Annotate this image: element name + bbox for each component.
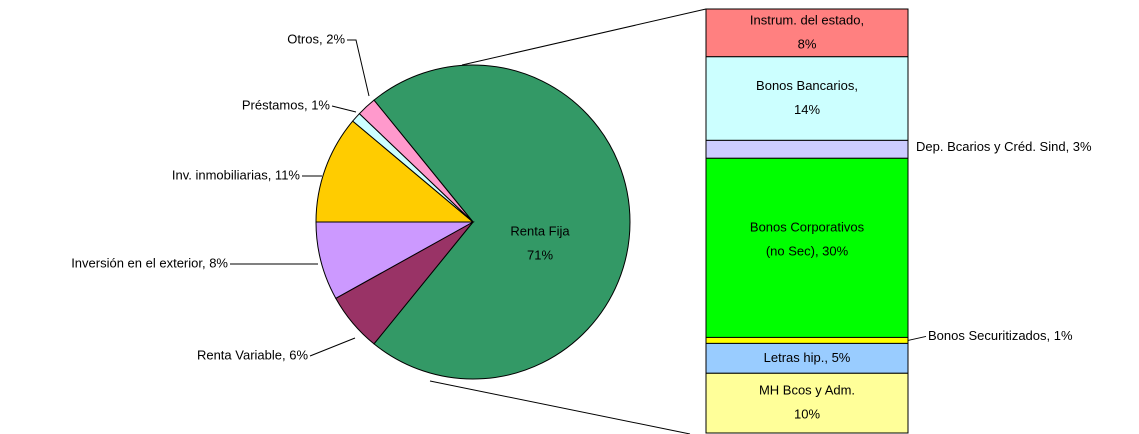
data-label: 8% (798, 36, 817, 51)
bar-segment (705, 8, 909, 58)
data-label: Bonos Securitizados, 1% (928, 328, 1073, 343)
data-label: Letras hip., 5% (764, 350, 851, 365)
data-label: MH Bcos y Adm. (759, 383, 855, 398)
leader-line (309, 337, 356, 357)
connector-line (429, 380, 691, 434)
connector-line (461, 8, 707, 66)
data-label: Bonos Bancarios, (756, 78, 858, 93)
leader-line (907, 335, 927, 341)
data-label: Renta Variable, 6% (197, 347, 308, 362)
pie-slice (358, 99, 474, 223)
data-label: Inv. inmobiliarias, 11% (172, 167, 301, 182)
data-label: Bonos Corporativos (750, 219, 865, 234)
bar-segment (705, 372, 909, 434)
data-label: Instrum. del estado, (750, 12, 864, 27)
data-label: Inversión en el exterior, 8% (71, 255, 228, 270)
bar-segment (705, 157, 909, 338)
data-label: (no Sec), 30% (766, 243, 849, 258)
leader-line (347, 39, 370, 97)
data-label: 10% (794, 407, 820, 422)
data-label: Otros, 2% (287, 31, 345, 46)
bar-segment (705, 336, 909, 344)
leader-line (331, 105, 357, 113)
pie-slice (315, 120, 475, 223)
data-label: Renta Fija (510, 223, 570, 238)
bar-segment (705, 139, 909, 159)
data-label: Dep. Bcarios y Créd. Sind, 3% (916, 139, 1092, 154)
bar-segment (705, 56, 909, 141)
data-label: Préstamos, 1% (242, 97, 331, 112)
data-label: 71% (527, 247, 553, 262)
pie-slice (373, 64, 631, 380)
bar-segment (705, 342, 909, 374)
data-label: 14% (794, 102, 820, 117)
